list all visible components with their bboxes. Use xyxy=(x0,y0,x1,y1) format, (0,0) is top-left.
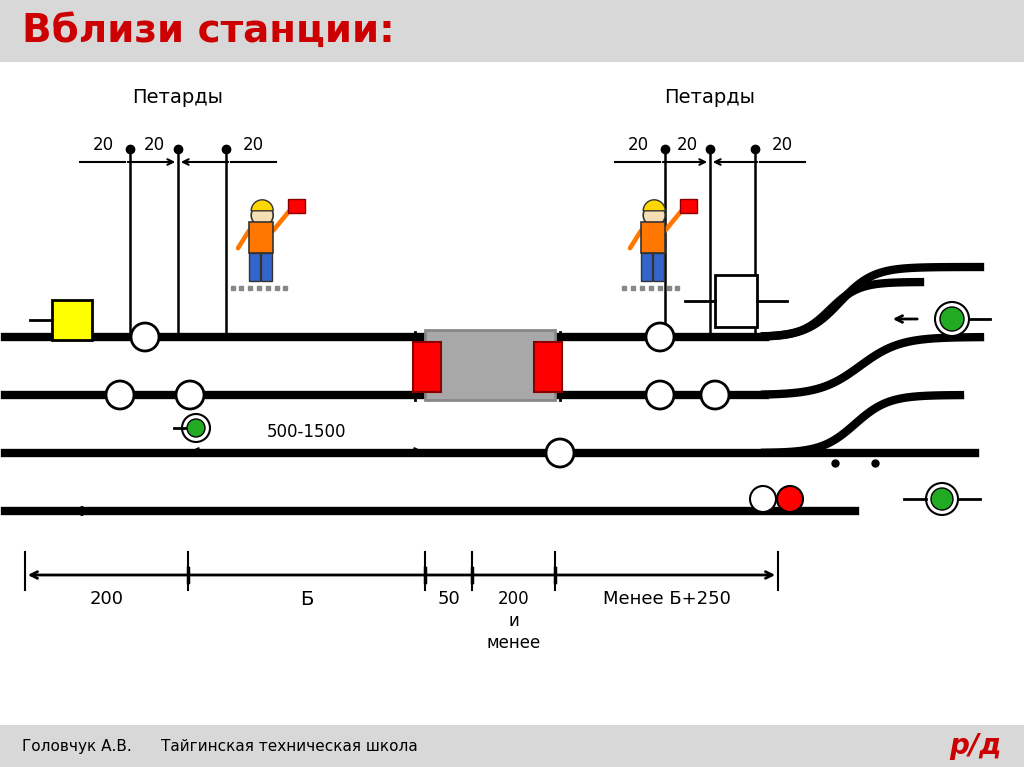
Text: 20: 20 xyxy=(771,136,793,154)
Text: 500-1500: 500-1500 xyxy=(266,423,346,441)
Circle shape xyxy=(931,488,953,510)
Text: Менее Б+250: Менее Б+250 xyxy=(602,590,730,608)
Bar xyxy=(641,252,652,281)
Circle shape xyxy=(546,439,574,467)
Bar xyxy=(534,342,562,392)
Text: 20: 20 xyxy=(677,136,698,154)
Text: 20: 20 xyxy=(628,136,648,154)
Circle shape xyxy=(926,483,958,515)
Circle shape xyxy=(187,419,205,437)
Bar xyxy=(680,199,697,213)
Text: Вблизи станции:: Вблизи станции: xyxy=(22,12,394,50)
Circle shape xyxy=(777,486,803,512)
Bar xyxy=(641,222,666,252)
Circle shape xyxy=(750,486,776,512)
Bar xyxy=(0,725,1024,767)
Circle shape xyxy=(176,381,204,409)
Wedge shape xyxy=(251,199,273,211)
Circle shape xyxy=(935,302,969,336)
Circle shape xyxy=(646,381,674,409)
Text: Б: Б xyxy=(300,590,313,609)
Bar xyxy=(52,300,92,340)
Circle shape xyxy=(106,381,134,409)
Circle shape xyxy=(643,204,666,226)
Text: 50: 50 xyxy=(437,590,460,608)
Bar xyxy=(653,252,665,281)
Bar xyxy=(715,275,757,327)
Text: 20: 20 xyxy=(92,136,114,154)
Wedge shape xyxy=(643,199,666,211)
Text: 200: 200 xyxy=(89,590,124,608)
Bar xyxy=(413,342,441,392)
Text: р/д: р/д xyxy=(949,732,1002,760)
Circle shape xyxy=(940,307,964,331)
Text: Петарды: Петарды xyxy=(665,88,756,107)
Bar xyxy=(288,199,305,213)
Text: 200
и
менее: 200 и менее xyxy=(486,590,541,653)
Bar xyxy=(249,252,260,281)
Circle shape xyxy=(646,323,674,351)
Text: 20: 20 xyxy=(243,136,263,154)
Bar xyxy=(425,330,555,400)
Bar xyxy=(261,252,272,281)
Circle shape xyxy=(131,323,159,351)
Circle shape xyxy=(182,414,210,442)
Text: Петарды: Петарды xyxy=(132,88,223,107)
Text: Головчук А.В.      Тайгинская техническая школа: Головчук А.В. Тайгинская техническая шко… xyxy=(22,739,418,753)
Circle shape xyxy=(701,381,729,409)
Bar xyxy=(0,0,1024,62)
Text: 20: 20 xyxy=(143,136,165,154)
Circle shape xyxy=(251,204,273,226)
Bar xyxy=(249,222,273,252)
